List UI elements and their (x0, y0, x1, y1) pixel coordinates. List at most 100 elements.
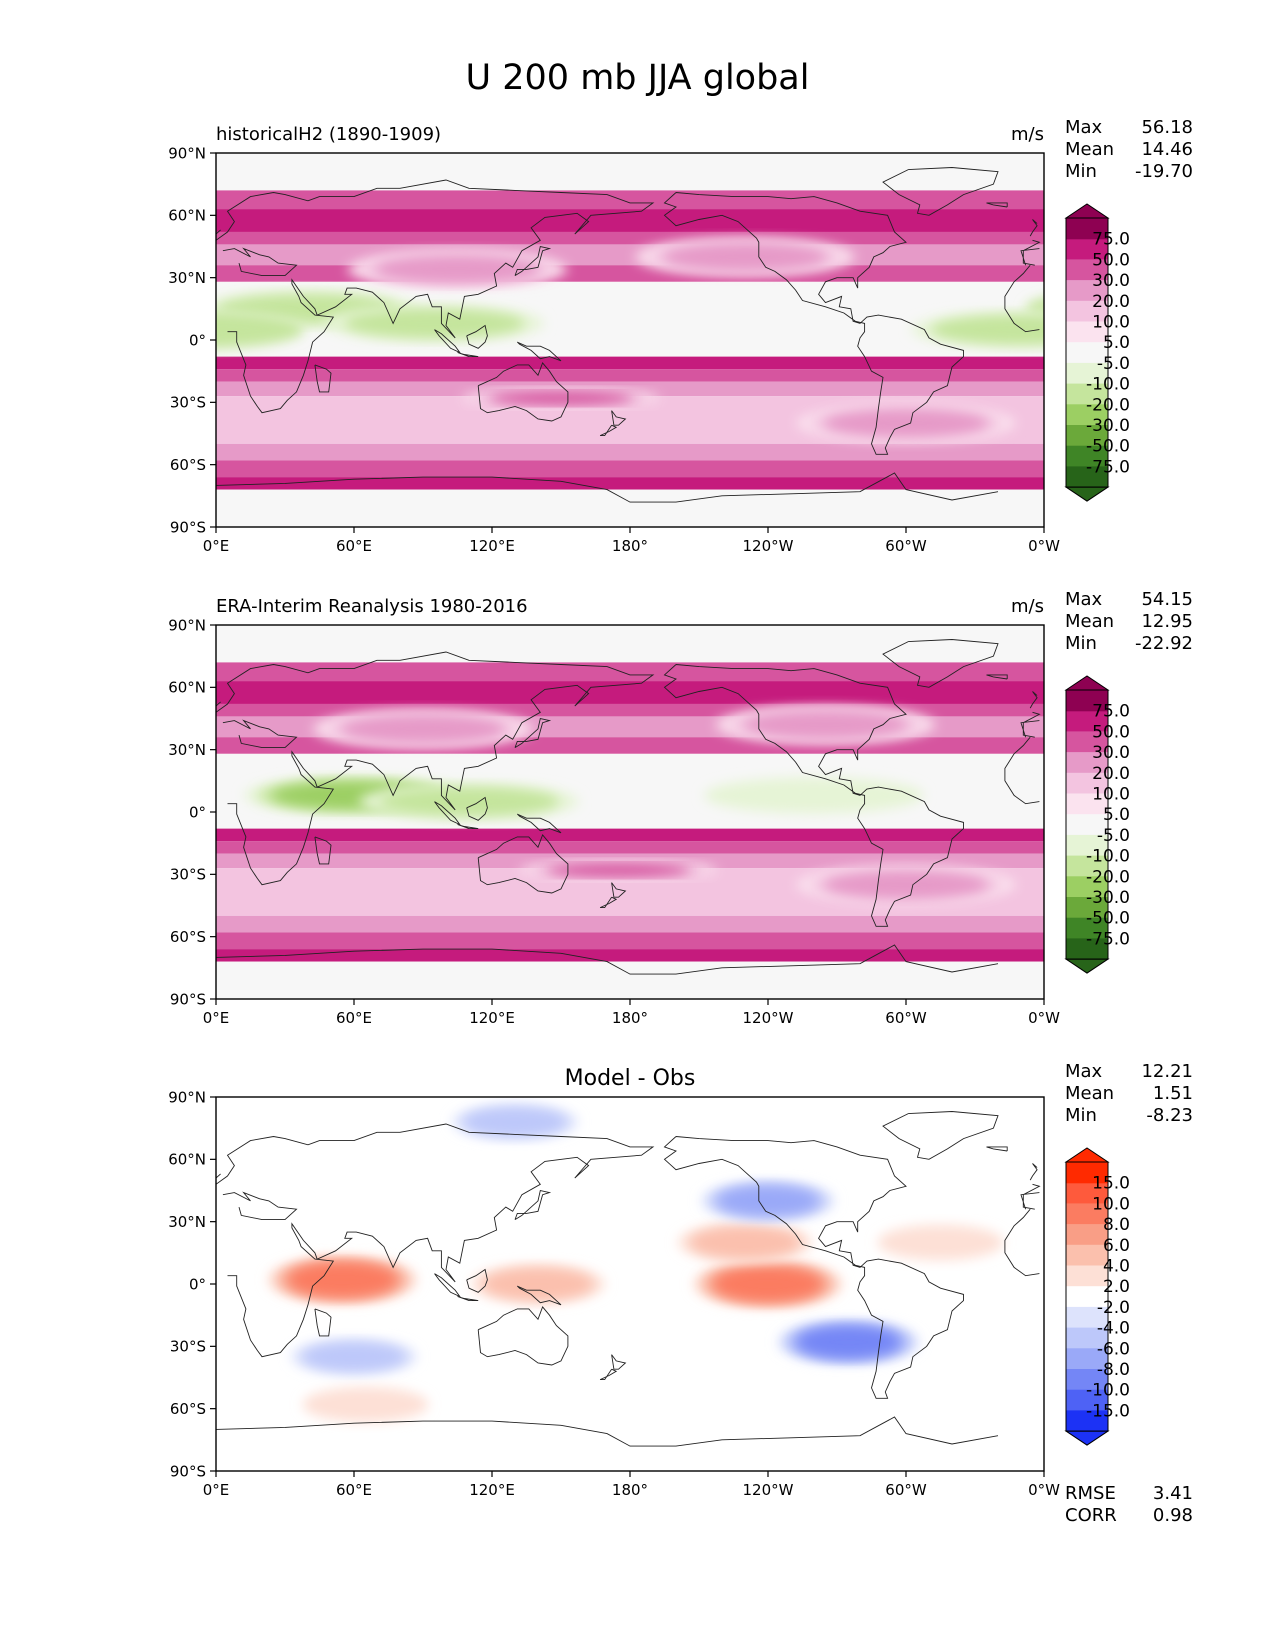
colorbar-segment (1066, 280, 1108, 302)
zonal-band (216, 190, 1044, 210)
coastline (314, 1308, 332, 1337)
coastline (477, 1306, 569, 1366)
y-tick-label: 30°N (168, 1213, 206, 1231)
zonal-band (216, 932, 1044, 950)
colorbar-label: 10.0 (1092, 784, 1130, 804)
metric-label: RMSE (1065, 1483, 1116, 1504)
field-feature (341, 715, 505, 743)
colorbar-label: -50.0 (1086, 909, 1130, 929)
x-tick-label: 60°W (885, 1481, 927, 1499)
units-label: m/s (1011, 596, 1044, 617)
coastline (663, 664, 964, 927)
coastlines (216, 639, 1041, 975)
coastline (986, 1146, 1008, 1152)
coastline (457, 824, 479, 830)
coastline (599, 896, 618, 909)
y-tick-label: 90°N (168, 1088, 206, 1106)
stat-value: 14.46 (1141, 139, 1193, 160)
colorbar-label: 30.0 (1092, 743, 1130, 763)
colorbar-label: -30.0 (1086, 888, 1130, 908)
x-tick-label: 180° (612, 1481, 648, 1499)
colorbar-label: -5.0 (1097, 826, 1130, 846)
x-tick-label: 120°W (743, 1009, 794, 1027)
zonal-band (216, 915, 1044, 933)
zonal-band (216, 853, 1044, 869)
coastline (466, 796, 488, 821)
colorbar-segment (1066, 362, 1108, 385)
field-feature (824, 409, 988, 437)
colorbar-segment (1066, 259, 1108, 281)
field-feature (290, 1263, 395, 1296)
colorbar-label: 50.0 (1092, 722, 1130, 742)
y-tick-label: 30°S (170, 394, 206, 412)
y-tick-label: 60°S (170, 456, 206, 474)
colorbar-segment (1066, 814, 1108, 836)
x-tick-label: 120°W (743, 1481, 794, 1499)
coastline (434, 801, 462, 826)
colorbar-extend-bottom (1064, 1430, 1110, 1446)
coastline (611, 410, 627, 426)
colorbar-label: -8.0 (1097, 1360, 1130, 1380)
colorbar-label: 6.0 (1103, 1236, 1130, 1256)
colorbar-label: 30.0 (1092, 271, 1130, 291)
field-feature (491, 392, 631, 404)
colorbar-label: -50.0 (1086, 437, 1130, 457)
colorbar-segment (1066, 1182, 1108, 1204)
coastline (314, 364, 332, 393)
y-tick-label: 0° (189, 1275, 206, 1293)
field-feature (483, 1268, 593, 1300)
zonal-band (216, 662, 1044, 682)
zonal-band (216, 356, 1044, 370)
field-feature (663, 243, 827, 271)
field-feature (743, 711, 908, 739)
colorbar-label: -4.0 (1097, 1319, 1130, 1339)
y-tick-label: 90°N (168, 616, 206, 634)
colorbar-segment (1066, 445, 1108, 467)
units-label: m/s (1011, 124, 1044, 145)
y-tick-label: 30°N (168, 269, 206, 287)
colorbar-label: -6.0 (1097, 1339, 1130, 1359)
x-tick-label: 120°E (469, 1481, 515, 1499)
field-feature (302, 1386, 429, 1423)
zonal-band (216, 381, 1044, 397)
metric-value: 3.41 (1153, 1483, 1193, 1504)
colorbar-label: -30.0 (1086, 416, 1130, 436)
colorbar-label: -10.0 (1086, 847, 1130, 867)
colorbar-segment (1066, 404, 1108, 426)
colorbar-segment (1066, 383, 1108, 405)
contour-field (267, 1104, 1004, 1423)
colorbar-label: 15.0 (1092, 1174, 1130, 1194)
zonal-band (216, 244, 1044, 266)
zonal-band (216, 489, 1044, 527)
field-feature (375, 255, 540, 283)
coastline (516, 1285, 562, 1306)
colorbar-segment (1066, 938, 1108, 960)
colorbar-extend-top (1064, 203, 1110, 219)
colorbar-frame (1065, 217, 1109, 488)
coastline (216, 1416, 999, 1447)
colorbar-segment (1066, 897, 1108, 919)
x-tick-label: 120°E (469, 537, 515, 555)
colorbar-label: 5.0 (1103, 333, 1130, 353)
x-tick-label: 0°E (203, 1009, 230, 1027)
colorbar-segment (1066, 731, 1108, 753)
coastline (466, 1268, 488, 1293)
x-tick-label: 0°W (1028, 537, 1060, 555)
coastline (216, 179, 1041, 414)
y-tick-label: 90°N (168, 144, 206, 162)
zonal-band (216, 841, 1044, 854)
coastline (663, 1136, 964, 1399)
y-tick-label: 30°S (170, 1338, 206, 1356)
field-feature (463, 1107, 567, 1137)
colorbar-segment (1066, 1369, 1108, 1391)
colorbar-extend-bottom (1064, 486, 1110, 502)
colorbar-label: -20.0 (1086, 867, 1130, 887)
coastline (216, 691, 1038, 709)
x-tick-label: 60°E (336, 537, 372, 555)
stat-value: 12.21 (1141, 1061, 1193, 1082)
colorbar-label: 10.0 (1092, 1194, 1130, 1214)
colorbar-segment (1066, 1224, 1108, 1246)
colorbar-label: -10.0 (1086, 1381, 1130, 1401)
colorbar-extend-top (1064, 675, 1110, 691)
